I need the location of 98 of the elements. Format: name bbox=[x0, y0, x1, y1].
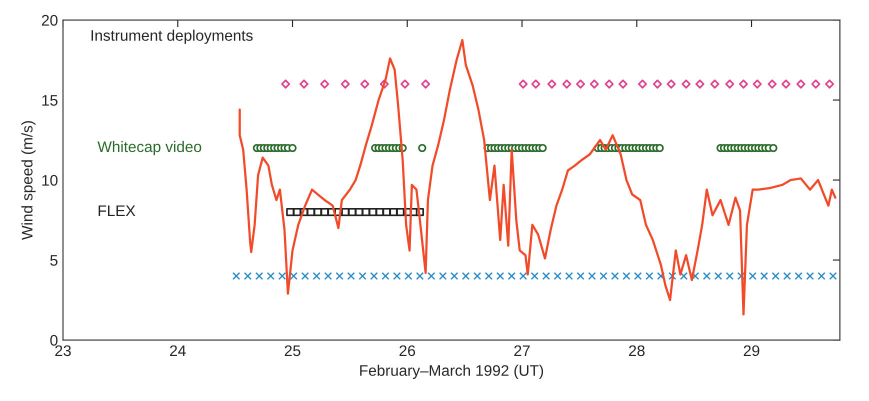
x-axis-title: February–March 1992 (UT) bbox=[360, 364, 544, 379]
y-tick-label: 10 bbox=[42, 174, 58, 186]
point bbox=[484, 272, 493, 280]
point bbox=[680, 272, 688, 280]
point bbox=[818, 272, 826, 280]
point bbox=[518, 80, 528, 89]
point bbox=[290, 272, 298, 280]
point bbox=[347, 272, 355, 280]
point bbox=[668, 272, 676, 280]
point bbox=[772, 272, 780, 280]
point bbox=[794, 272, 803, 280]
point bbox=[531, 80, 540, 89]
point bbox=[554, 272, 562, 280]
annotation: Instrument deployments bbox=[92, 30, 253, 44]
point bbox=[796, 80, 806, 89]
point bbox=[562, 80, 572, 89]
x-tick-label: 23 bbox=[55, 345, 71, 356]
point bbox=[312, 272, 321, 280]
point bbox=[266, 272, 275, 280]
y-tick-label: 20 bbox=[42, 14, 58, 26]
point bbox=[666, 80, 676, 89]
point bbox=[600, 272, 608, 280]
point bbox=[278, 272, 286, 280]
point bbox=[714, 272, 722, 280]
point bbox=[232, 272, 240, 280]
point bbox=[530, 272, 539, 280]
point bbox=[726, 272, 734, 280]
y-tick-label: 15 bbox=[42, 95, 58, 106]
point bbox=[656, 272, 665, 280]
point bbox=[695, 80, 704, 89]
point bbox=[421, 80, 430, 89]
point bbox=[360, 80, 370, 89]
point bbox=[760, 272, 768, 280]
point bbox=[416, 272, 424, 280]
point bbox=[725, 80, 734, 89]
point bbox=[618, 80, 628, 89]
point bbox=[576, 272, 584, 280]
point bbox=[392, 272, 401, 280]
x-tick-label: 24 bbox=[170, 345, 186, 356]
point bbox=[811, 80, 820, 89]
point bbox=[638, 80, 648, 89]
text: Whitecap video bbox=[97, 140, 202, 156]
point bbox=[652, 80, 662, 89]
x-tick-label: 29 bbox=[744, 345, 760, 356]
point bbox=[645, 272, 654, 280]
point bbox=[508, 272, 516, 280]
point bbox=[299, 80, 308, 89]
text: FLEX bbox=[98, 205, 136, 216]
point bbox=[244, 272, 252, 280]
point bbox=[281, 80, 290, 89]
point bbox=[682, 80, 691, 89]
y-axis-title: Wind speed (m/s) bbox=[21, 121, 36, 240]
y-tick-label: 5 bbox=[50, 255, 58, 266]
point bbox=[519, 272, 528, 280]
point bbox=[590, 80, 599, 89]
point bbox=[473, 272, 482, 280]
point bbox=[710, 80, 720, 89]
point bbox=[738, 80, 748, 89]
point bbox=[324, 272, 332, 280]
point bbox=[565, 272, 574, 280]
point bbox=[370, 272, 378, 280]
point bbox=[438, 272, 447, 280]
point bbox=[634, 272, 642, 280]
point bbox=[496, 272, 504, 280]
x-tick-label: 26 bbox=[400, 345, 416, 356]
x-tick-label: 27 bbox=[514, 345, 530, 356]
point bbox=[450, 272, 458, 280]
point bbox=[691, 272, 700, 280]
point bbox=[382, 272, 390, 280]
point bbox=[806, 272, 814, 280]
point bbox=[783, 272, 792, 280]
point bbox=[427, 272, 436, 280]
point bbox=[542, 272, 550, 280]
point bbox=[462, 272, 470, 280]
point bbox=[829, 272, 837, 280]
point bbox=[702, 272, 711, 280]
point bbox=[547, 80, 556, 89]
point bbox=[781, 80, 790, 89]
point bbox=[588, 272, 596, 280]
point bbox=[611, 272, 619, 280]
x-tick-label: 28 bbox=[629, 345, 645, 356]
point bbox=[320, 80, 330, 89]
point bbox=[400, 80, 410, 89]
point bbox=[336, 272, 344, 280]
point bbox=[748, 272, 757, 280]
point bbox=[752, 80, 762, 89]
point bbox=[358, 272, 366, 280]
point bbox=[604, 80, 614, 89]
point bbox=[255, 272, 264, 280]
point bbox=[825, 80, 834, 89]
point bbox=[768, 80, 777, 89]
point bbox=[404, 272, 412, 280]
point bbox=[622, 272, 630, 280]
point bbox=[301, 272, 310, 280]
x-tick-label: 25 bbox=[284, 345, 300, 356]
point bbox=[576, 80, 586, 89]
point bbox=[340, 80, 350, 89]
y-tick-label: 0 bbox=[50, 334, 58, 346]
